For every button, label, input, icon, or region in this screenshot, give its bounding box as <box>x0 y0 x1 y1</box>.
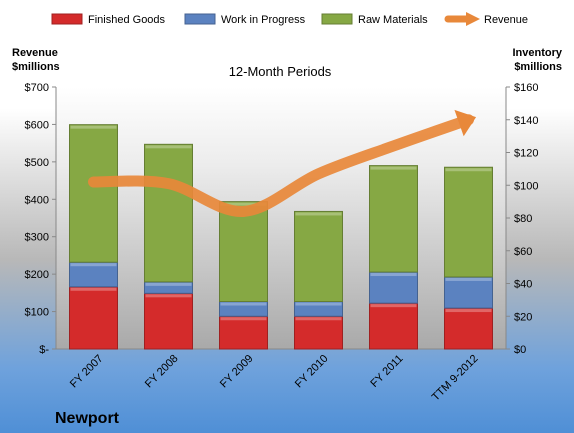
bar-finished-goods <box>369 302 418 350</box>
revenue-line-layer <box>88 109 477 217</box>
right-tick-label: $100 <box>514 180 538 192</box>
legend-label: Work in Progress <box>221 14 306 26</box>
bar-highlight <box>295 302 342 306</box>
bar-highlight <box>145 294 192 298</box>
left-tick-label: $- <box>39 344 49 356</box>
bar-segment <box>69 286 118 350</box>
bar-raw-materials <box>144 143 193 283</box>
bar-raw-materials <box>219 201 268 303</box>
left-tick-label: $300 <box>25 232 49 244</box>
bar-highlight <box>220 202 267 206</box>
bar-segment <box>444 307 493 350</box>
right-axis-title-line2: $millions <box>514 61 562 73</box>
bar-segment <box>69 124 118 263</box>
legend-item-revenue: Revenue <box>444 12 528 26</box>
bar-segment <box>219 301 268 317</box>
bar-segment <box>219 201 268 303</box>
bar-highlight <box>295 212 342 216</box>
bar-segment <box>219 315 268 350</box>
bar-raw-materials <box>294 210 343 303</box>
bar-raw-materials <box>69 124 118 263</box>
legend-item-finished-goods: Finished Goods <box>51 13 166 26</box>
legend-swatch <box>321 13 353 25</box>
legend-item-work-in-progress: Work in Progress <box>184 13 306 26</box>
bar-segment <box>444 276 493 309</box>
left-tick-label: $100 <box>25 307 49 319</box>
bar-finished-goods <box>219 315 268 350</box>
right-tick-label: $140 <box>514 115 538 127</box>
bar-highlight <box>70 287 117 291</box>
bar-highlight <box>145 145 192 149</box>
right-axis: $0 $20 $40 $60 $80 $100 $120 $140 $160 <box>56 82 538 356</box>
right-tick-label: $80 <box>514 213 532 225</box>
right-tick-label: $40 <box>514 279 532 291</box>
right-tick-label: $60 <box>514 246 532 258</box>
bar-segment <box>444 166 493 278</box>
revenue-line <box>88 114 474 217</box>
bar-segment <box>144 143 193 283</box>
bar-segment <box>294 315 343 350</box>
bar-segment <box>369 302 418 350</box>
bar-finished-goods <box>69 286 118 350</box>
bar-finished-goods <box>294 315 343 350</box>
revenue-arrowhead <box>454 109 477 137</box>
bar-highlight <box>370 273 417 277</box>
legend-label: Raw Materials <box>358 14 428 26</box>
bar-segment <box>69 261 118 288</box>
left-axis-title-line2: $millions <box>12 61 60 73</box>
legend-swatch <box>51 13 83 25</box>
legend-label: Finished Goods <box>88 14 166 26</box>
legend-swatch <box>184 13 216 25</box>
bar-segment <box>144 281 193 294</box>
bar-highlight <box>295 317 342 321</box>
legend-item-raw-materials: Raw Materials <box>321 13 428 26</box>
bar-raw-materials <box>369 165 418 273</box>
chart-subtitle: 12-Month Periods <box>229 64 332 79</box>
legend: Finished Goods Work in Progress Raw Materi… <box>51 12 528 26</box>
right-tick-label: $120 <box>514 148 538 160</box>
left-tick-label: $700 <box>25 82 49 94</box>
bar-work-in-progress <box>444 276 493 309</box>
legend-swatch-arrow <box>466 12 480 26</box>
bar-finished-goods <box>444 307 493 350</box>
left-axis-title-line1: Revenue <box>12 47 58 59</box>
bar-highlight <box>370 166 417 170</box>
bar-segment <box>369 165 418 273</box>
bar-highlight <box>445 309 492 313</box>
bar-highlight <box>445 277 492 281</box>
bar-highlight <box>445 168 492 172</box>
bar-finished-goods <box>144 292 193 350</box>
bars <box>69 124 493 350</box>
bar-raw-materials <box>444 166 493 278</box>
bar-work-in-progress <box>369 271 418 304</box>
bar-highlight <box>220 317 267 321</box>
legend-label: Revenue <box>484 14 528 26</box>
left-tick-label: $600 <box>25 119 49 131</box>
bar-segment <box>144 292 193 350</box>
right-axis-title-line1: Inventory <box>512 47 562 59</box>
bar-segment <box>294 210 343 303</box>
left-tick-label: $500 <box>25 157 49 169</box>
bar-highlight <box>145 282 192 286</box>
company-name: Newport <box>55 410 120 427</box>
left-tick-label: $200 <box>25 269 49 281</box>
bar-highlight <box>70 125 117 129</box>
bar-highlight <box>370 304 417 308</box>
right-tick-label: $20 <box>514 311 532 323</box>
left-axis: $- $100 $200 $300 $400 $500 $600 $700 <box>25 82 57 356</box>
bar-highlight <box>70 263 117 267</box>
left-tick-label: $400 <box>25 194 49 206</box>
bar-segment <box>294 301 343 317</box>
bar-segment <box>369 271 418 304</box>
bar-highlight <box>220 302 267 306</box>
bar-work-in-progress <box>69 261 118 288</box>
right-tick-label: $160 <box>514 82 538 94</box>
right-tick-label: $0 <box>514 344 526 356</box>
